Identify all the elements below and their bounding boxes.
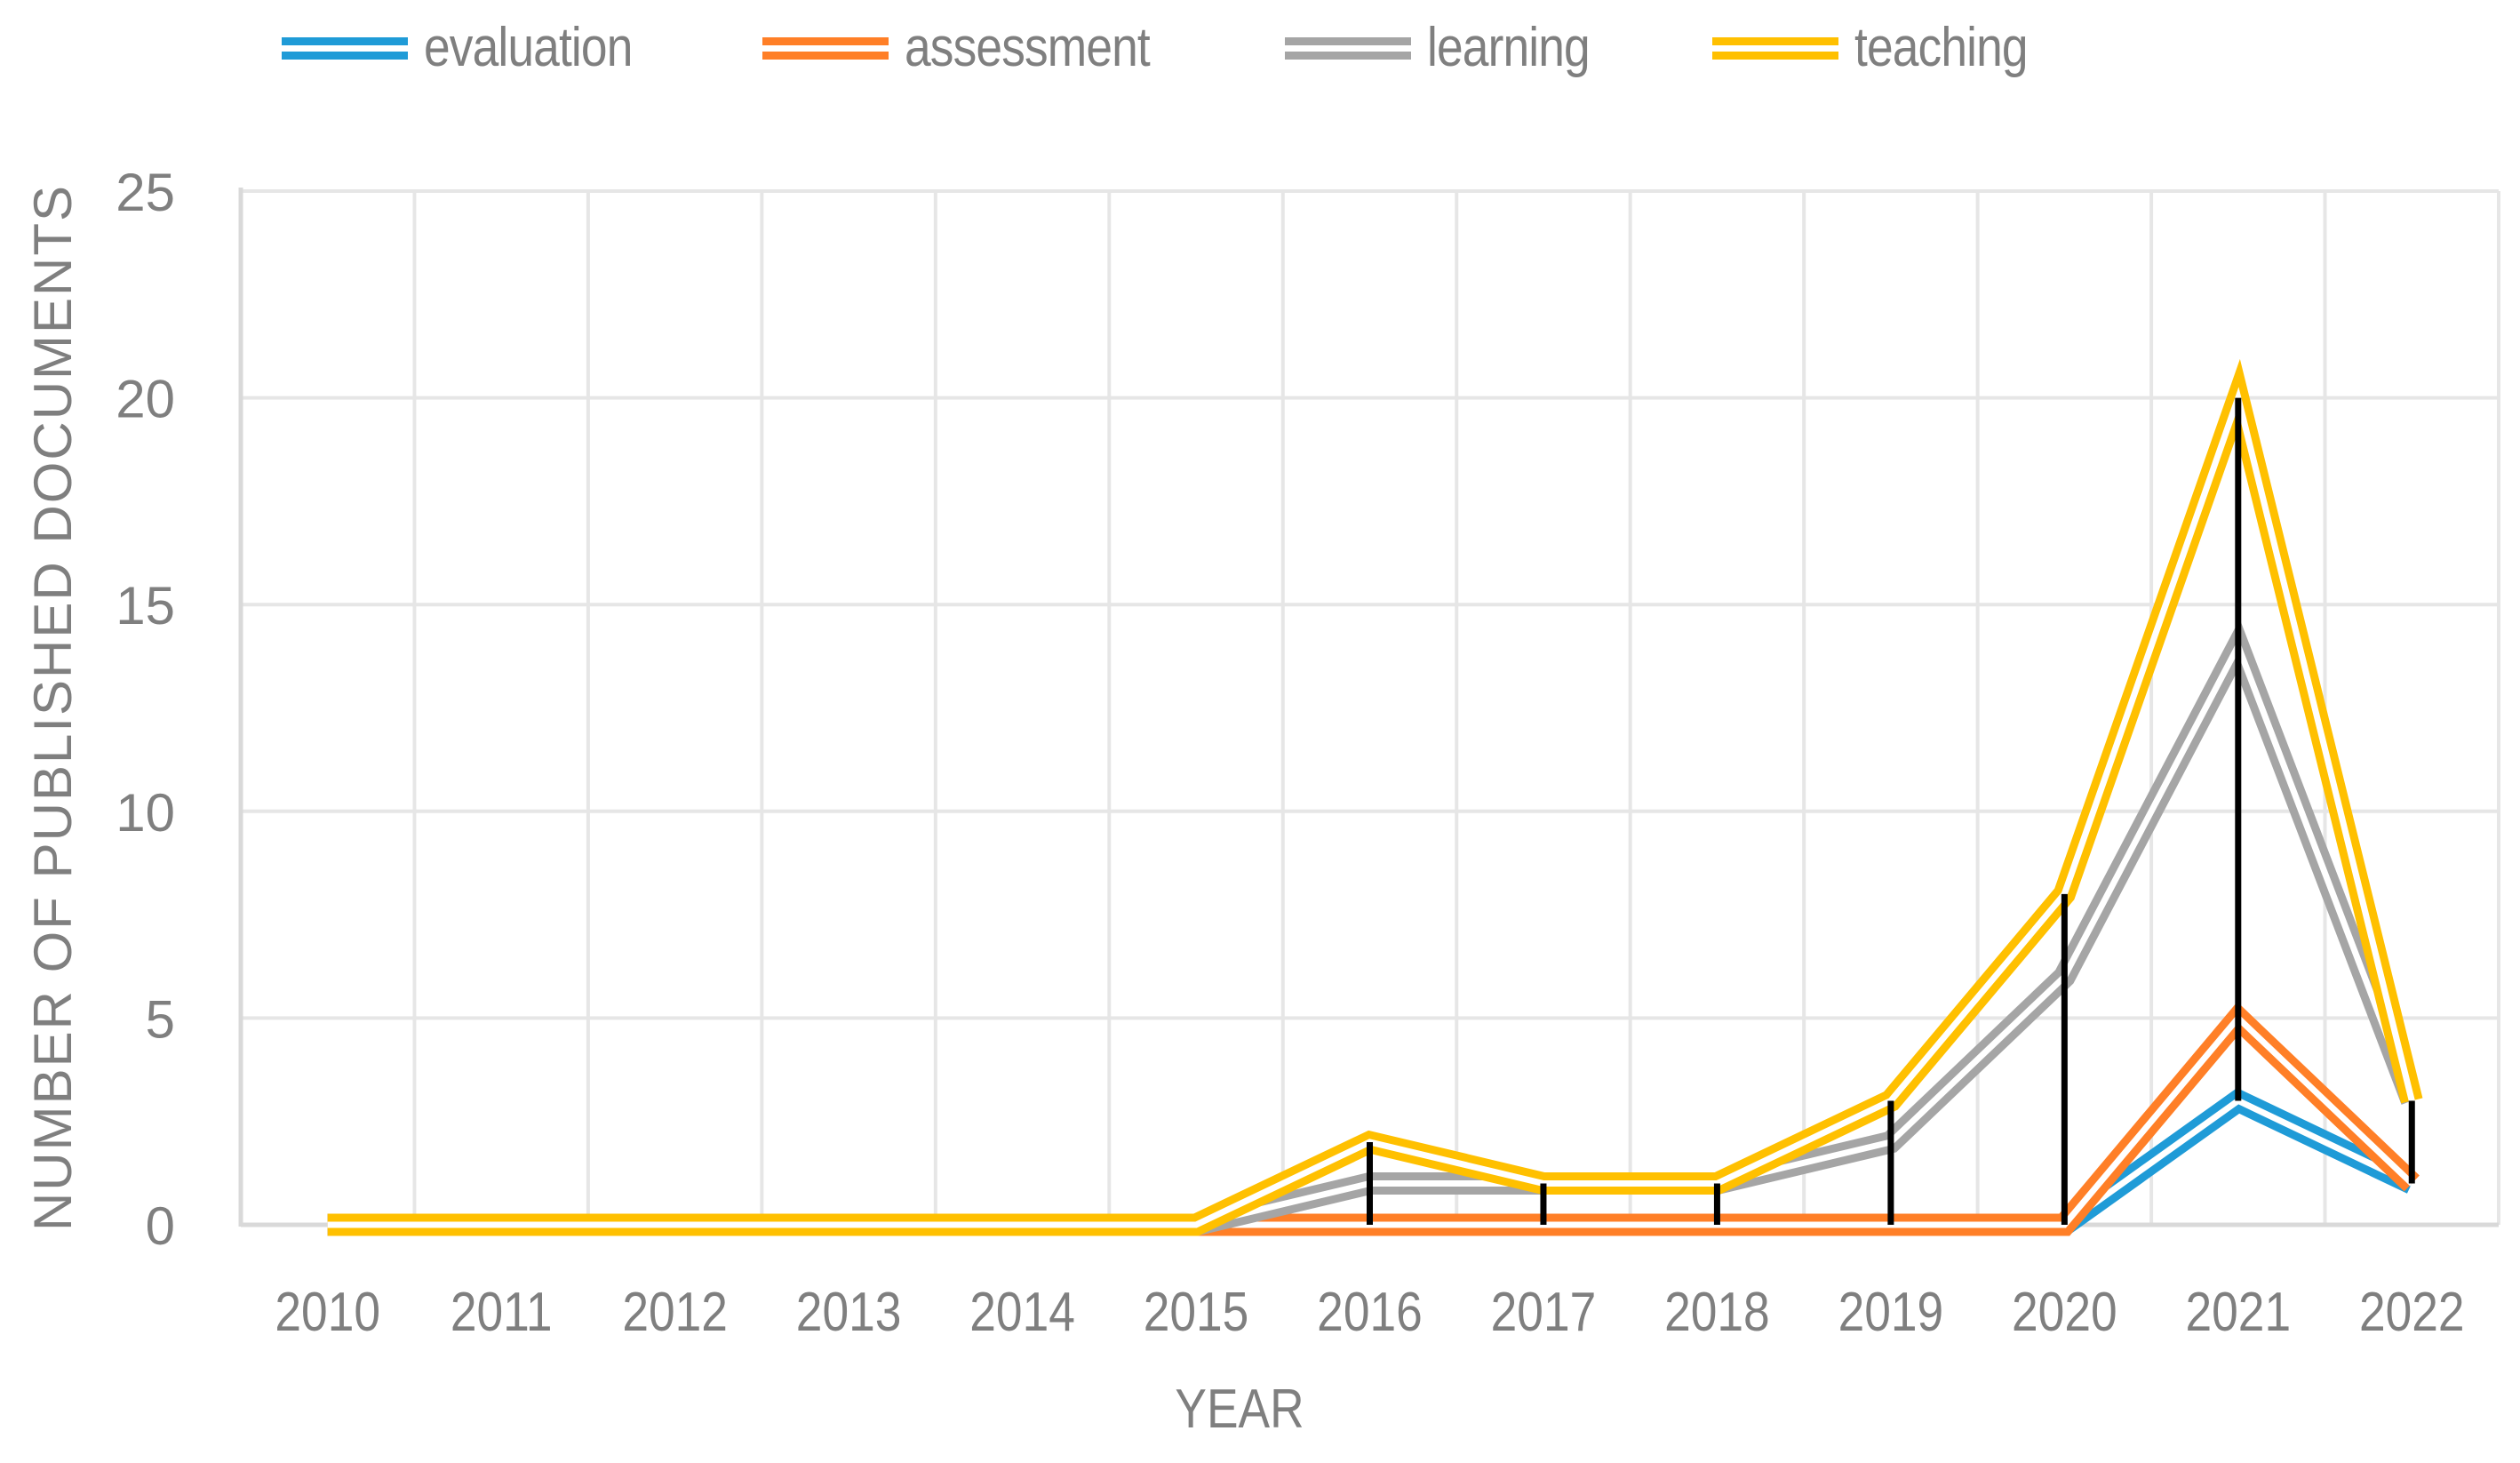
legend-label-assessment: assessment	[904, 17, 1151, 78]
y-tick-label: 10	[116, 783, 175, 843]
legend-swatch-evaluation-icon	[282, 36, 408, 60]
y-tick-label: 0	[146, 1196, 175, 1256]
x-tick-label: 2021	[2186, 1282, 2292, 1343]
x-tick-label: 2022	[2359, 1282, 2465, 1343]
x-tick-label: 2020	[2012, 1282, 2117, 1343]
x-axis-title: YEAR	[1175, 1379, 1304, 1440]
y-tick-label: 5	[146, 989, 175, 1049]
x-tick-label: 2015	[1144, 1282, 1249, 1343]
legend-swatch-teaching-icon	[1712, 36, 1839, 60]
legend-label-learning: learning	[1427, 17, 1591, 78]
chart-legend: evaluation assessment learning teaching	[282, 12, 2152, 84]
y-axis-tick-labels: 0 5 10 15 20 25	[116, 163, 175, 1256]
legend-item-teaching[interactable]: teaching	[1712, 20, 2055, 76]
x-tick-label: 2018	[1664, 1282, 1770, 1343]
y-tick-label: 20	[116, 370, 175, 429]
x-tick-label: 2010	[275, 1282, 380, 1343]
x-tick-label: 2017	[1491, 1282, 1597, 1343]
legend-label-teaching: teaching	[1854, 17, 2029, 78]
x-tick-label: 2014	[969, 1282, 1075, 1343]
legend-item-evaluation[interactable]: evaluation	[282, 20, 666, 76]
legend-swatch-learning-icon	[1285, 36, 1412, 60]
legend-label-evaluation: evaluation	[424, 17, 633, 78]
y-tick-label: 15	[116, 576, 175, 636]
drop-lines	[1367, 397, 2415, 1225]
x-tick-label: 2013	[796, 1282, 902, 1343]
x-tick-label: 2012	[622, 1282, 728, 1343]
legend-item-assessment[interactable]: assessment	[762, 20, 1190, 76]
x-tick-label: 2019	[1838, 1282, 1944, 1343]
legend-item-learning[interactable]: learning	[1285, 20, 1616, 76]
gridlines	[241, 189, 2500, 1225]
x-axis-tick-labels: 2010 2011 2012 2013 2014 2015 2016 2017 2018 2019…	[275, 1282, 2464, 1343]
x-tick-label: 2016	[1317, 1282, 1423, 1343]
y-tick-label: 25	[116, 163, 175, 222]
legend-swatch-assessment-icon	[762, 36, 889, 60]
x-tick-label: 2011	[451, 1282, 553, 1343]
axes	[238, 188, 2499, 1227]
